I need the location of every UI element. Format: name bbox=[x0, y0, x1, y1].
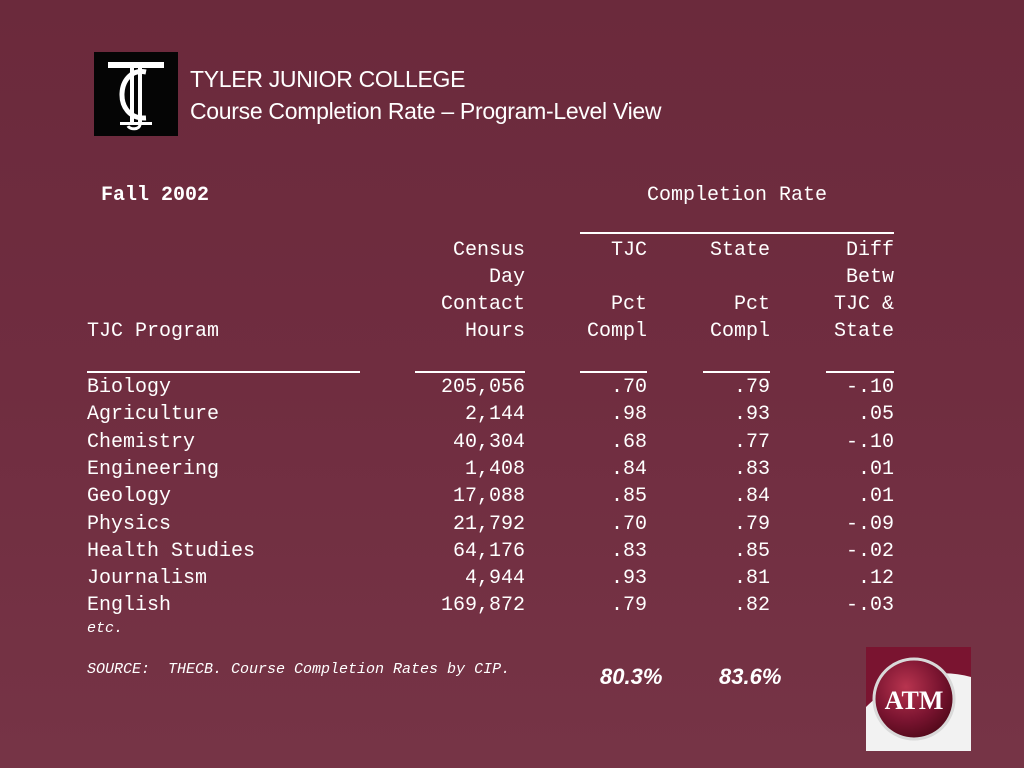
column-header-diff: Betw bbox=[845, 266, 894, 289]
cell-state: .93 bbox=[733, 403, 770, 426]
cell-diff: -.02 bbox=[845, 540, 894, 563]
cell-program: Physics bbox=[87, 513, 172, 536]
column-header-state: Compl bbox=[709, 320, 770, 343]
source-note: SOURCE: THECB. Course Completion Rates b… bbox=[87, 661, 511, 678]
tjc-monogram-icon bbox=[108, 62, 164, 131]
cell-diff: .05 bbox=[857, 403, 894, 426]
college-name: TYLER JUNIOR COLLEGE bbox=[190, 66, 466, 92]
cell-diff: -.10 bbox=[845, 431, 894, 454]
column-header-tjc: Pct bbox=[610, 293, 647, 316]
column-header-tjc: TJC bbox=[610, 239, 647, 262]
cell-state: .79 bbox=[733, 376, 770, 399]
cell-diff: .01 bbox=[857, 485, 894, 508]
cell-state: .79 bbox=[733, 513, 770, 536]
header-underline bbox=[826, 371, 894, 373]
cell-program: Biology bbox=[87, 376, 172, 399]
cell-diff: -.03 bbox=[845, 594, 894, 617]
cell-state: .82 bbox=[733, 594, 770, 617]
cell-state: .84 bbox=[733, 485, 770, 508]
column-header-hours: Contact bbox=[440, 293, 525, 316]
am-logo-text: ATM bbox=[885, 686, 944, 715]
cell-program: Agriculture bbox=[87, 403, 220, 426]
completion-rate-underline bbox=[580, 232, 894, 234]
header-underline bbox=[87, 371, 360, 373]
etc-note: etc. bbox=[87, 620, 124, 637]
term-label: Fall 2002 bbox=[101, 184, 210, 207]
cell-tjc: .70 bbox=[610, 513, 647, 536]
cell-diff: -.10 bbox=[845, 376, 894, 399]
cell-tjc: .83 bbox=[610, 540, 647, 563]
header-underline bbox=[580, 371, 647, 373]
cell-diff: -.09 bbox=[845, 513, 894, 536]
slide-title: Course Completion Rate – Program-Level V… bbox=[190, 98, 662, 124]
column-header-hours: Census bbox=[452, 239, 525, 262]
cell-hours: 205,056 bbox=[440, 376, 525, 399]
cell-hours: 169,872 bbox=[440, 594, 525, 617]
header-underline bbox=[415, 371, 525, 373]
state-total-rate: 83.6% bbox=[719, 664, 782, 689]
column-header-hours: Day bbox=[488, 266, 525, 289]
cell-tjc: .85 bbox=[610, 485, 647, 508]
column-header-diff: Diff bbox=[845, 239, 894, 262]
cell-state: .77 bbox=[733, 431, 770, 454]
cell-hours: 40,304 bbox=[452, 431, 525, 454]
cell-tjc: .98 bbox=[610, 403, 647, 426]
cell-tjc: .93 bbox=[610, 567, 647, 590]
texas-am-logo: ATM bbox=[866, 647, 971, 751]
column-header-program: TJC Program bbox=[87, 320, 220, 343]
column-header-hours: Hours bbox=[464, 320, 525, 343]
column-header-state: State bbox=[709, 239, 770, 262]
cell-program: Engineering bbox=[87, 458, 220, 481]
cell-tjc: .79 bbox=[610, 594, 647, 617]
header-underline bbox=[703, 371, 770, 373]
cell-program: English bbox=[87, 594, 172, 617]
cell-hours: 2,144 bbox=[464, 403, 525, 426]
atm-emblem-icon: ATM bbox=[866, 647, 971, 751]
cell-hours: 4,944 bbox=[464, 567, 525, 590]
cell-hours: 21,792 bbox=[452, 513, 525, 536]
cell-state: .83 bbox=[733, 458, 770, 481]
column-header-tjc: Compl bbox=[586, 320, 647, 343]
tjc-total-rate: 80.3% bbox=[600, 664, 663, 689]
cell-diff: .12 bbox=[857, 567, 894, 590]
cell-state: .81 bbox=[733, 567, 770, 590]
column-header-diff: State bbox=[833, 320, 894, 343]
cell-program: Health Studies bbox=[87, 540, 256, 563]
cell-state: .85 bbox=[733, 540, 770, 563]
cell-program: Chemistry bbox=[87, 431, 196, 454]
cell-hours: 17,088 bbox=[452, 485, 525, 508]
cell-program: Geology bbox=[87, 485, 172, 508]
cell-tjc: .70 bbox=[610, 376, 647, 399]
column-header-diff: TJC & bbox=[833, 293, 894, 316]
cell-hours: 1,408 bbox=[464, 458, 525, 481]
tjc-logo bbox=[94, 52, 178, 136]
cell-program: Journalism bbox=[87, 567, 208, 590]
column-header-state: Pct bbox=[733, 293, 770, 316]
completion-rate-heading: Completion Rate bbox=[646, 184, 828, 207]
cell-tjc: .68 bbox=[610, 431, 647, 454]
cell-tjc: .84 bbox=[610, 458, 647, 481]
cell-diff: .01 bbox=[857, 458, 894, 481]
cell-hours: 64,176 bbox=[452, 540, 525, 563]
